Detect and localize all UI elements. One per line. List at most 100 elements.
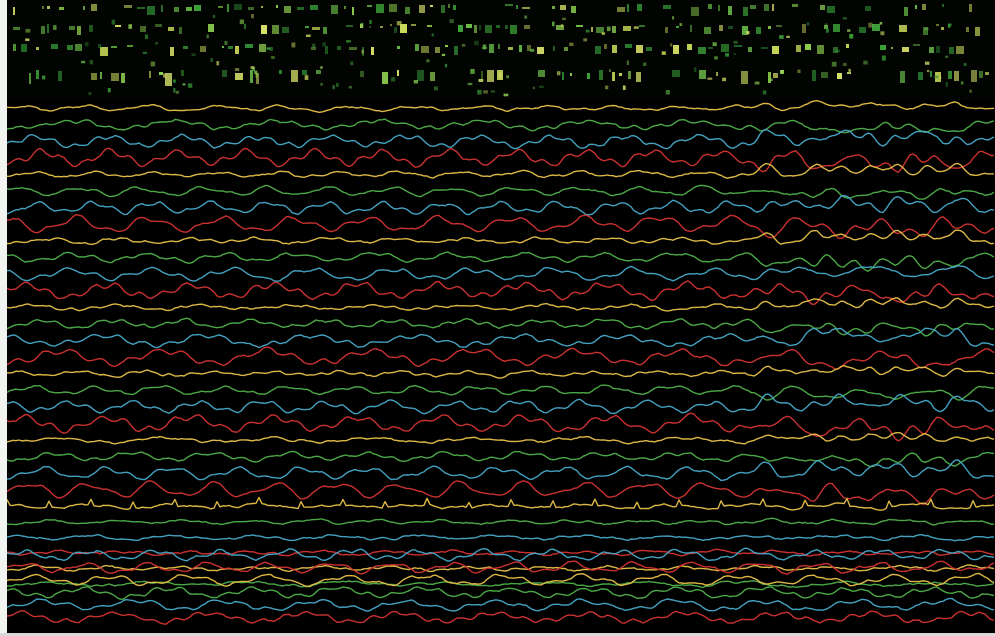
marker-block [405,7,410,14]
marker-dot [182,83,186,86]
marker-dot [842,17,847,20]
marker-dot [556,71,561,76]
marker-block [522,7,530,9]
marker-block [174,7,179,12]
marker-block [743,7,748,16]
marker-block [902,47,909,52]
marker-dot [441,53,446,57]
marker-block [741,71,748,84]
marker-block [708,4,712,9]
marker-block [560,5,566,10]
marker-dot [470,68,475,74]
marker-block [417,70,424,81]
marker-block [222,46,224,48]
eeg-channel-trace [7,365,995,379]
marker-dot [606,26,611,32]
marker-block [773,73,778,78]
eeg-channel-trace [7,327,995,349]
marker-block [389,4,397,12]
marker-block [802,24,806,33]
eeg-channel-trace [7,586,995,600]
marker-dot [532,86,536,90]
marker-dot [224,40,228,45]
marker-dot [461,43,466,47]
marker-dot [733,40,738,44]
marker-dot [754,81,760,85]
marker-block [718,5,720,11]
marker-dot [150,61,156,67]
marker-block [915,5,917,9]
eeg-channel-trace [7,214,995,240]
marker-block [302,70,307,75]
marker-block [323,27,327,34]
marker-dot [642,62,647,67]
marker-dot [478,78,484,82]
marker-dot [391,77,396,82]
marker-block [367,5,372,7]
marker-block [904,7,908,16]
marker-block [949,47,954,54]
marker-dot [144,34,149,40]
marker-block [524,25,530,29]
marker-block [69,26,75,30]
marker-dot [304,75,309,80]
marker-dot [81,60,86,64]
marker-block [58,71,62,81]
marker-block [827,6,835,13]
eeg-channel-trace [7,564,995,573]
marker-block [708,47,713,49]
marker-block [235,46,239,54]
marker-block [435,47,440,53]
eeg-channel-trace [7,100,995,113]
marker-dot [98,44,102,49]
marker-dot [482,44,487,50]
marker-block [636,72,641,82]
marker-dot [722,77,727,82]
marker-block [954,71,959,81]
marker-dot [506,75,509,79]
marker-block [772,4,774,11]
marker-block [270,47,273,51]
marker-block [663,5,671,9]
marker-dot [960,81,964,85]
marker-block [612,45,617,53]
marker-block [768,72,771,83]
marker-dot [585,29,590,33]
marker-dot [842,62,847,67]
marker-block [510,25,517,34]
marker-dot [53,25,57,30]
marker-block [235,73,243,80]
marker-block [91,73,97,80]
marker-block [936,46,940,53]
marker-dot [255,73,258,78]
marker-block [382,72,388,84]
marker-block [527,45,531,51]
eeg-channel-trace [7,480,995,505]
marker-block [496,25,500,28]
marker-dot [107,87,111,93]
marker-block [487,70,494,82]
marker-block [564,47,568,51]
marker-block [971,70,977,82]
marker-block [256,73,259,84]
marker-dot [835,49,841,53]
marker-dot [155,41,159,45]
marker-block [748,47,752,52]
marker-block [168,27,174,31]
marker-dot [969,89,972,93]
marker-dot [825,28,829,33]
marker-block [312,27,320,30]
marker-block [639,25,645,27]
marker-block [430,5,433,7]
marker-block [676,26,679,28]
marker-block [115,25,121,27]
eeg-channel-trace [7,317,995,337]
marker-block [646,47,652,51]
marker-block [824,25,828,29]
marker-block [111,46,117,48]
marker-dot [449,19,454,23]
marker-dot [626,60,629,66]
marker-block [234,4,242,10]
marker-block [699,70,706,79]
marker-block [833,24,840,32]
